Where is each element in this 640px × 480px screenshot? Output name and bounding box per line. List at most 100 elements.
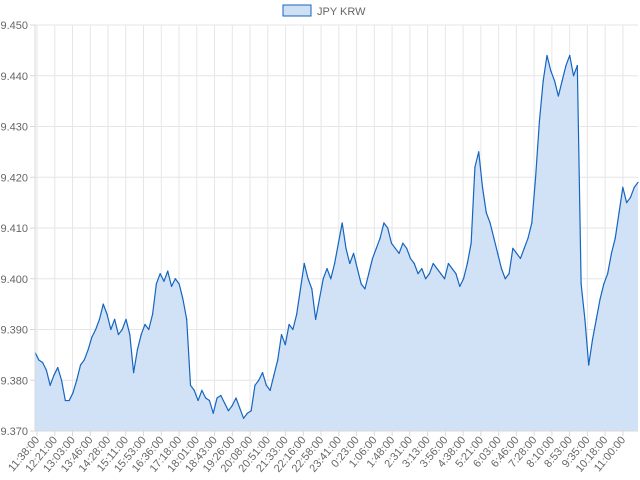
data-point[interactable]	[102, 303, 104, 305]
data-point[interactable]	[599, 298, 601, 300]
data-point[interactable]	[440, 273, 442, 275]
data-point[interactable]	[565, 65, 567, 67]
data-point[interactable]	[356, 268, 358, 270]
data-point[interactable]	[72, 392, 74, 394]
data-point[interactable]	[159, 273, 161, 275]
data-point[interactable]	[614, 237, 616, 239]
data-point[interactable]	[326, 268, 328, 270]
data-point[interactable]	[504, 278, 506, 280]
data-point[interactable]	[178, 283, 180, 285]
data-point[interactable]	[428, 273, 431, 275]
data-point[interactable]	[296, 313, 298, 315]
data-point[interactable]	[155, 283, 157, 285]
data-point[interactable]	[595, 318, 597, 320]
data-point[interactable]	[136, 349, 138, 351]
data-point[interactable]	[561, 80, 563, 82]
data-point[interactable]	[451, 268, 453, 270]
data-point[interactable]	[125, 318, 127, 320]
data-point[interactable]	[409, 257, 412, 260]
data-point[interactable]	[436, 268, 438, 270]
data-point[interactable]	[254, 384, 256, 386]
data-point[interactable]	[455, 273, 457, 275]
data-point[interactable]	[133, 372, 135, 374]
data-point[interactable]	[280, 333, 283, 336]
data-point[interactable]	[95, 328, 97, 331]
data-point[interactable]	[512, 247, 514, 249]
data-point[interactable]	[546, 54, 548, 57]
data-point[interactable]	[576, 65, 578, 67]
data-point[interactable]	[626, 202, 628, 204]
data-point[interactable]	[538, 120, 540, 123]
data-point[interactable]	[144, 323, 146, 326]
data-point[interactable]	[443, 278, 446, 280]
data-point[interactable]	[242, 417, 245, 419]
data-point[interactable]	[618, 212, 620, 214]
data-point[interactable]	[189, 384, 192, 386]
legend-swatch[interactable]	[282, 4, 312, 17]
data-point[interactable]	[387, 227, 389, 229]
data-point[interactable]	[193, 389, 195, 391]
data-point[interactable]	[371, 257, 374, 260]
data-point[interactable]	[527, 237, 529, 239]
data-point[interactable]	[637, 181, 639, 183]
data-point[interactable]	[572, 75, 575, 77]
data-point[interactable]	[258, 379, 260, 381]
data-point[interactable]	[121, 328, 123, 331]
data-point[interactable]	[485, 212, 487, 214]
data-point[interactable]	[334, 262, 336, 265]
data-point[interactable]	[379, 237, 381, 239]
data-point[interactable]	[466, 262, 468, 265]
data-point[interactable]	[584, 318, 586, 320]
data-point[interactable]	[129, 333, 131, 336]
data-point[interactable]	[375, 247, 377, 249]
data-point[interactable]	[148, 328, 150, 331]
data-point[interactable]	[425, 278, 427, 280]
data-point[interactable]	[299, 288, 302, 290]
data-point[interactable]	[269, 389, 271, 391]
data-point[interactable]	[322, 278, 324, 280]
data-point[interactable]	[569, 54, 571, 57]
data-point[interactable]	[41, 361, 44, 364]
data-point[interactable]	[462, 278, 465, 280]
data-point[interactable]	[208, 399, 211, 402]
data-point[interactable]	[98, 318, 101, 320]
data-point[interactable]	[519, 257, 522, 260]
data-point[interactable]	[398, 252, 400, 254]
data-point[interactable]	[531, 222, 533, 224]
data-point[interactable]	[265, 384, 267, 386]
data-point[interactable]	[277, 359, 279, 361]
data-point[interactable]	[421, 268, 423, 270]
data-point[interactable]	[284, 344, 286, 346]
data-point[interactable]	[45, 369, 47, 371]
data-point[interactable]	[417, 273, 419, 275]
data-point[interactable]	[610, 252, 613, 254]
data-point[interactable]	[68, 399, 70, 402]
data-point[interactable]	[117, 333, 120, 336]
data-point[interactable]	[330, 278, 332, 280]
data-point[interactable]	[591, 339, 594, 341]
data-point[interactable]	[212, 412, 214, 414]
data-point[interactable]	[607, 273, 609, 275]
data-point[interactable]	[633, 186, 635, 188]
data-point[interactable]	[368, 273, 370, 275]
data-point[interactable]	[91, 336, 93, 338]
data-point[interactable]	[553, 80, 556, 82]
data-point[interactable]	[250, 410, 252, 412]
series-line[interactable]	[34, 54, 639, 419]
data-point[interactable]	[360, 283, 362, 285]
legend-label[interactable]: JPY KRW	[317, 6, 366, 18]
data-point[interactable]	[292, 328, 294, 331]
data-point[interactable]	[489, 222, 491, 224]
data-point[interactable]	[622, 186, 624, 188]
data-point[interactable]	[216, 397, 218, 399]
data-point[interactable]	[110, 328, 112, 331]
data-point[interactable]	[497, 252, 499, 254]
data-point[interactable]	[394, 247, 396, 249]
data-point[interactable]	[227, 410, 230, 412]
data-point[interactable]	[288, 323, 290, 326]
data-point[interactable]	[352, 252, 355, 254]
data-point[interactable]	[79, 364, 82, 366]
data-point[interactable]	[76, 379, 78, 381]
data-point[interactable]	[114, 318, 116, 320]
data-point[interactable]	[170, 285, 173, 287]
